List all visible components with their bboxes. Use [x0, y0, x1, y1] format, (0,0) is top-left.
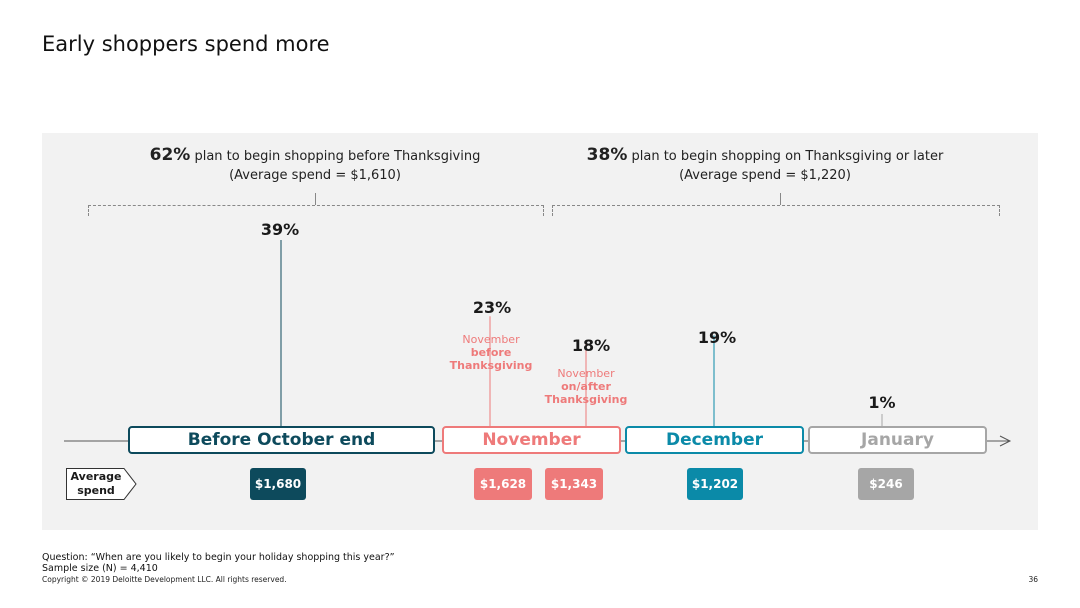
month-box-january: January: [808, 426, 987, 454]
bracket-after: [552, 205, 1000, 216]
pct-label-november-after: 18%: [571, 336, 611, 355]
avg-label-line2: spend: [77, 484, 115, 497]
avg-label-line1: Average: [70, 470, 122, 483]
spend-box-november-after: $1,343: [545, 468, 603, 500]
spend-box-december: $1,202: [687, 468, 743, 500]
average-spend-label: Average spend: [66, 468, 126, 500]
sub-label-line1: November: [462, 333, 520, 346]
sub-label-line1: November: [557, 367, 615, 380]
sub-label-line3: Thanksgiving: [544, 393, 628, 406]
chart-panel: [42, 133, 1038, 530]
pct-label-november-before: 23%: [472, 298, 512, 317]
spend-box-before-october: $1,680: [250, 468, 306, 500]
group-pct: 62%: [149, 145, 191, 165]
group-header-before: 62% plan to begin shopping before Thanks…: [90, 146, 540, 185]
group-sub: (Average spend = $1,610): [229, 168, 401, 183]
group-sub: (Average spend = $1,220): [679, 168, 851, 183]
group-text: plan to begin shopping before Thanksgivi…: [190, 149, 481, 164]
page-number: 36: [1028, 575, 1038, 584]
group-pct: 38%: [586, 145, 628, 165]
month-box-before-october: Before October end: [128, 426, 435, 454]
sub-label-november-after: November on/after Thanksgiving: [531, 367, 641, 406]
page-title: Early shoppers spend more: [42, 32, 330, 56]
sub-label-line2: on/after: [561, 380, 611, 393]
average-spend-tag: [66, 468, 137, 500]
pct-label-january: 1%: [868, 393, 896, 412]
sub-label-line2: before: [470, 346, 512, 359]
bracket-before: [88, 205, 544, 216]
group-text: plan to begin shopping on Thanksgiving o…: [627, 149, 944, 164]
month-box-december: December: [625, 426, 804, 454]
month-box-november: November: [442, 426, 621, 454]
spend-box-november-before: $1,628: [474, 468, 532, 500]
spend-box-january: $246: [858, 468, 914, 500]
copyright: Copyright © 2019 Deloitte Development LL…: [42, 575, 287, 584]
group-header-after: 38% plan to begin shopping on Thanksgivi…: [540, 146, 990, 185]
bracket-tick-before: [315, 193, 316, 205]
pct-label-december: 19%: [697, 328, 737, 347]
sample-size-note: Sample size (N) = 4,410: [42, 563, 158, 574]
question-note: Question: “When are you likely to begin …: [42, 552, 395, 563]
pct-label-before-october: 39%: [260, 220, 300, 239]
bracket-tick-after: [780, 193, 781, 205]
sub-label-november-before: November before Thanksgiving: [436, 333, 546, 372]
sub-label-line3: Thanksgiving: [449, 359, 533, 372]
